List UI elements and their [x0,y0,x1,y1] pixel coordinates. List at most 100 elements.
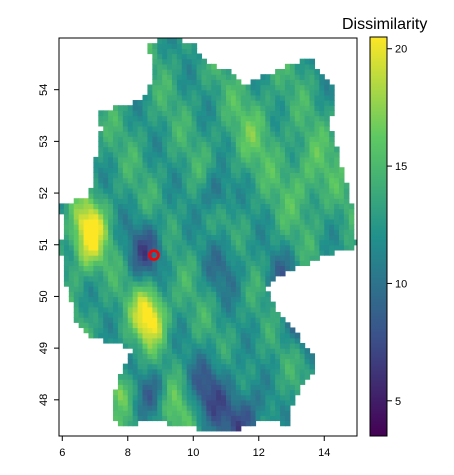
map-cell [98,167,104,173]
map-cell [280,115,286,122]
map-cell [167,410,173,416]
map-cell [245,389,252,396]
map-cell [132,193,139,199]
map-cell [211,306,217,313]
map-cell [201,208,207,215]
map-cell [343,208,350,215]
map-cell [275,69,281,75]
map-cell [216,182,222,189]
map-cell [211,311,217,318]
map-cell [343,224,350,230]
map-cell [171,203,178,210]
map-cell [196,89,203,96]
map-cell [304,105,311,111]
map-cell [167,337,173,344]
map-cell [162,389,168,396]
map-cell [338,193,345,199]
map-cell [309,244,316,251]
map-cell [201,172,207,179]
map-cell [250,420,257,427]
map-cell [265,177,271,184]
map-cell [265,291,271,298]
map-cell [226,141,232,148]
map-cell [250,187,257,194]
map-cell [245,327,252,334]
map-cell [216,327,222,334]
map-cell [127,213,134,220]
map-cell [171,125,178,132]
map-cell [230,265,237,272]
map-cell [211,270,217,277]
map-cell [240,213,247,220]
map-cell [108,296,114,303]
map-cell [122,306,129,313]
map-cell [255,193,261,199]
map-cell [230,399,237,406]
map-cell [216,373,222,380]
map-cell [152,213,158,220]
map-cell [122,213,129,220]
map-cell [152,229,158,236]
map-cell [299,260,306,267]
map-cell [142,234,149,241]
map-cell [152,79,158,86]
map-cell [181,100,188,106]
map-cell [280,368,286,375]
map-cell [176,317,183,323]
map-cell [201,332,207,339]
map-cell [171,404,178,411]
map-cell [284,353,291,360]
map-cell [294,187,301,194]
map-cell [206,379,212,385]
map-cell [324,182,330,189]
map-cell [309,79,316,86]
map-cell [103,327,109,334]
map-cell [309,146,316,153]
map-cell [98,275,104,282]
map-cell [201,265,207,272]
map-cell [181,234,188,241]
map-cell [201,389,207,396]
map-cell [108,115,114,122]
map-cell [334,218,340,225]
map-cell [265,136,271,142]
map-cell [245,353,252,360]
map-cell [235,213,242,220]
map-cell [206,389,212,396]
map-cell [275,110,281,117]
map-cell [211,224,217,230]
map-cell [162,141,168,148]
map-cell [196,389,203,396]
map-cell [255,291,261,298]
map-cell [88,260,94,267]
map-cell [176,203,183,210]
map-cell [122,146,129,153]
map-cell [221,239,227,246]
map-cell [260,136,266,142]
map-cell [216,384,222,391]
map-cell [309,208,316,215]
map-cell [294,224,301,230]
map-cell [137,224,144,230]
map-cell [127,353,134,360]
map-cell [196,53,203,60]
map-cell [98,110,104,117]
map-cell [284,110,291,117]
map-cell [132,332,139,339]
map-cell [88,275,94,282]
map-cell [186,177,193,184]
map-cell [171,332,178,339]
map-cell [294,131,301,137]
map-cell [255,410,261,416]
map-cell [319,120,325,127]
map-cell [196,151,203,158]
map-cell [260,224,266,230]
map-cell [270,182,276,189]
map-cell [78,229,85,236]
map-cell [88,208,94,215]
map-cell [103,125,109,132]
map-cell [206,187,212,194]
map-cell [167,404,173,411]
map-cell [280,110,286,117]
map-cell [196,373,203,380]
